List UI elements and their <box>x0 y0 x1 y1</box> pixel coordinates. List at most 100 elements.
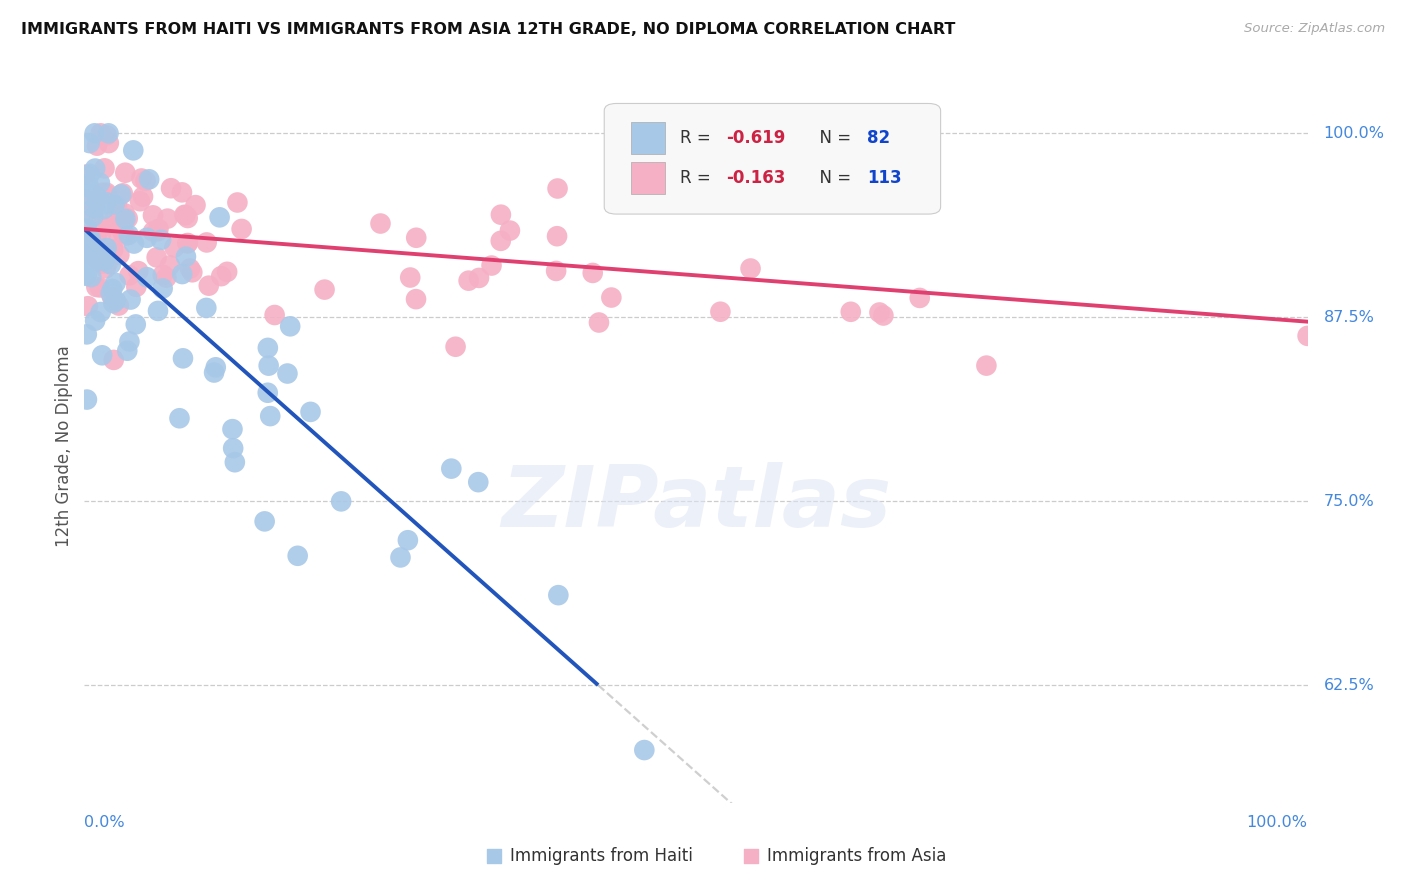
Point <box>100 246 122 260</box>
Point <box>976 359 998 373</box>
Point <box>84 246 107 260</box>
Point <box>129 194 152 209</box>
Point <box>546 229 568 244</box>
Point <box>117 211 139 226</box>
Text: 100.0%: 100.0% <box>1247 814 1308 830</box>
Point <box>145 251 167 265</box>
Point <box>489 234 512 248</box>
Point <box>299 405 322 419</box>
Point <box>155 270 177 285</box>
Point <box>370 217 392 231</box>
Point <box>84 314 107 328</box>
Point <box>103 243 125 257</box>
Point <box>86 189 108 203</box>
Point <box>86 244 108 258</box>
Point <box>209 269 232 284</box>
Point <box>174 250 197 264</box>
Point <box>103 352 125 367</box>
Point <box>259 409 281 423</box>
Point <box>94 261 117 276</box>
Point <box>217 265 239 279</box>
Point <box>114 228 136 243</box>
Point <box>83 211 105 225</box>
Text: 62.5%: 62.5% <box>1323 678 1374 692</box>
Point <box>76 392 98 407</box>
Point <box>1296 329 1319 343</box>
Point <box>104 197 127 211</box>
Point <box>75 192 97 206</box>
Point <box>84 230 107 244</box>
Point <box>174 208 197 222</box>
Point <box>91 348 114 362</box>
Point <box>114 166 136 180</box>
Point <box>114 206 136 220</box>
Point <box>107 299 129 313</box>
Text: -0.163: -0.163 <box>727 169 786 187</box>
Point <box>127 264 149 278</box>
Text: R =: R = <box>681 169 716 187</box>
Point <box>125 318 148 332</box>
Point <box>117 343 139 358</box>
Point <box>83 256 105 270</box>
Point <box>101 290 124 304</box>
Point <box>405 292 427 306</box>
Point <box>90 256 112 270</box>
Point <box>114 211 136 226</box>
Point <box>177 235 200 250</box>
Point <box>94 246 117 260</box>
Point <box>481 259 503 273</box>
Point <box>93 161 115 176</box>
Point <box>184 198 207 212</box>
Point <box>120 293 142 307</box>
Point <box>86 249 108 263</box>
Point <box>80 232 103 246</box>
Point <box>176 211 198 225</box>
Point <box>93 197 115 211</box>
Point <box>76 268 98 283</box>
Point <box>77 180 100 194</box>
Point <box>96 186 118 200</box>
Point <box>104 276 127 290</box>
Point <box>467 475 489 490</box>
Point <box>80 270 103 285</box>
Point <box>125 280 148 294</box>
Point <box>93 256 115 270</box>
Text: N =: N = <box>808 169 856 187</box>
Point <box>86 280 108 294</box>
Point <box>86 194 108 209</box>
Point <box>75 168 97 182</box>
Point <box>839 305 862 319</box>
Text: N =: N = <box>808 128 856 146</box>
Point <box>87 253 110 268</box>
Point <box>208 211 231 225</box>
FancyBboxPatch shape <box>631 162 665 194</box>
Point <box>89 176 111 190</box>
Point <box>546 264 568 278</box>
Point <box>118 268 141 283</box>
Point <box>91 219 114 234</box>
Text: 82: 82 <box>868 128 890 146</box>
Point <box>181 265 204 279</box>
Point <box>79 167 101 181</box>
Point <box>100 257 122 271</box>
Point <box>89 223 111 237</box>
Point <box>709 304 731 318</box>
Point <box>287 549 309 563</box>
Point <box>314 283 336 297</box>
Point <box>256 385 278 400</box>
Point <box>82 210 104 224</box>
Point <box>146 224 169 238</box>
Point <box>547 181 569 195</box>
Point <box>633 743 655 757</box>
Point <box>173 208 195 222</box>
Point <box>440 461 463 475</box>
Point <box>86 243 108 257</box>
Point <box>82 227 104 242</box>
Point <box>399 270 422 285</box>
FancyBboxPatch shape <box>631 121 665 153</box>
Text: 100.0%: 100.0% <box>1323 126 1385 141</box>
Point <box>108 248 131 262</box>
Point <box>83 126 105 140</box>
Point <box>582 266 605 280</box>
Point <box>94 254 117 268</box>
